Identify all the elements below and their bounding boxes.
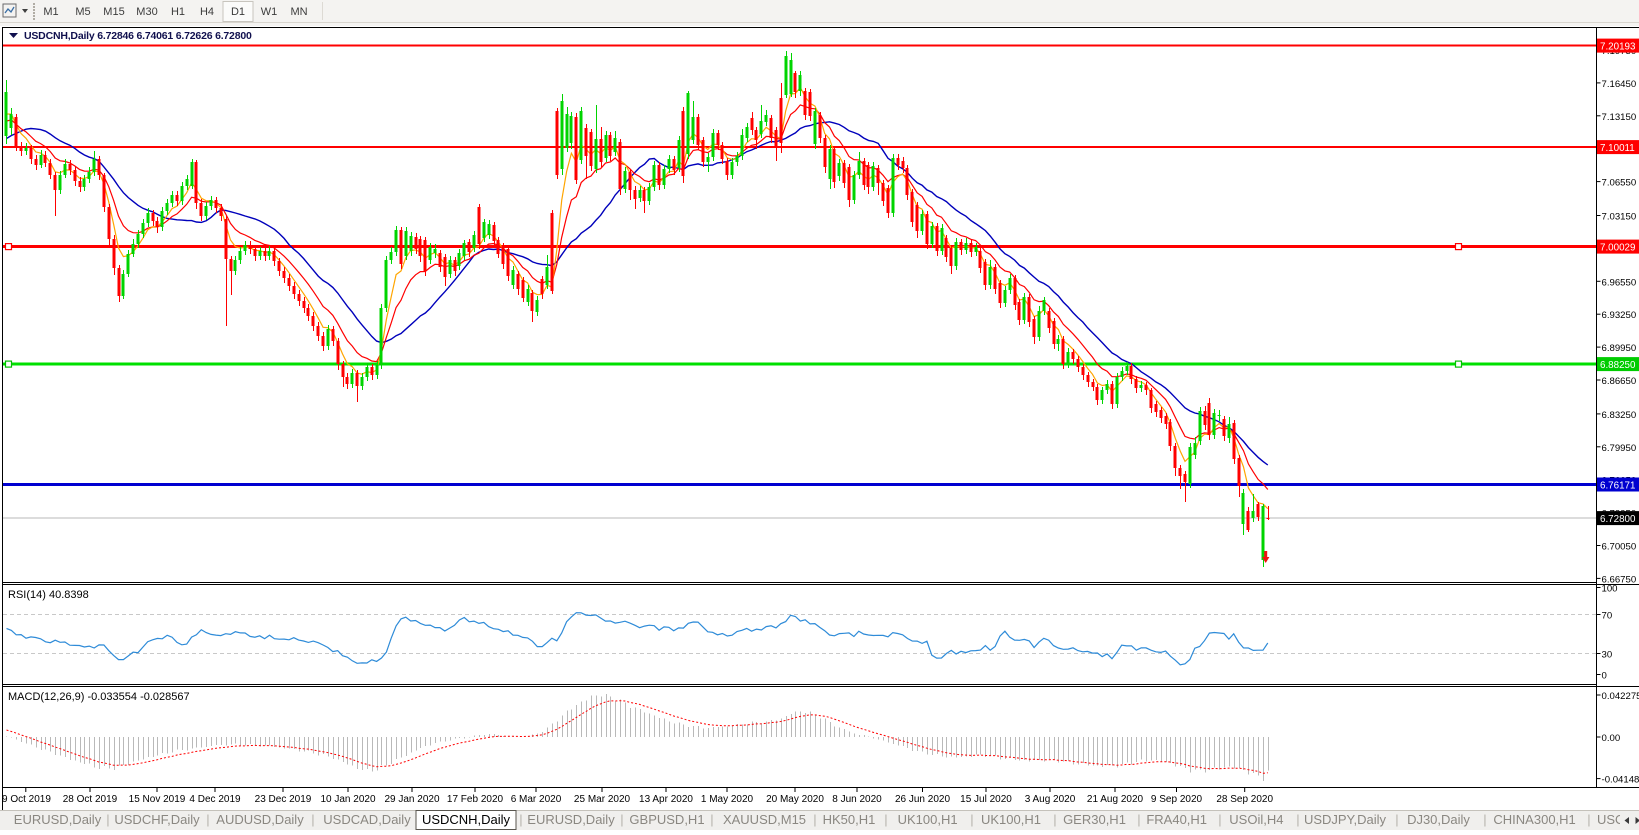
svg-text:USOil,H4: USOil,H4 — [1229, 812, 1283, 827]
svg-text:USDJPY,Daily: USDJPY,Daily — [1304, 812, 1387, 827]
svg-text:7.13150: 7.13150 — [1602, 112, 1637, 123]
svg-text:0: 0 — [1602, 671, 1607, 682]
svg-text:0.042275: 0.042275 — [1602, 691, 1639, 702]
svg-text:W1: W1 — [261, 6, 278, 18]
svg-text:7.00029: 7.00029 — [1600, 243, 1635, 254]
svg-text:|: | — [813, 812, 816, 827]
svg-text:HK50,H1: HK50,H1 — [823, 812, 876, 827]
svg-text:7.06550: 7.06550 — [1602, 178, 1637, 189]
svg-text:|: | — [1587, 812, 1590, 827]
svg-text:GBPUSD,H1: GBPUSD,H1 — [629, 812, 704, 827]
svg-text:10 Jan 2020: 10 Jan 2020 — [320, 794, 375, 805]
svg-text:15 Jul 2020: 15 Jul 2020 — [960, 794, 1012, 805]
svg-text:M1: M1 — [43, 6, 58, 18]
svg-text:|: | — [206, 812, 209, 827]
svg-text:29 Jan 2020: 29 Jan 2020 — [384, 794, 439, 805]
svg-text:13 Apr 2020: 13 Apr 2020 — [639, 794, 693, 805]
svg-text:6.86650: 6.86650 — [1602, 376, 1637, 387]
svg-text:23 Dec 2019: 23 Dec 2019 — [255, 794, 312, 805]
svg-text:6.93250: 6.93250 — [1602, 310, 1637, 321]
svg-text:6.79950: 6.79950 — [1602, 443, 1637, 454]
svg-text:9 Sep 2020: 9 Sep 2020 — [1151, 794, 1203, 805]
svg-text:D1: D1 — [231, 6, 245, 18]
svg-text:XAUUSD,M15: XAUUSD,M15 — [723, 812, 806, 827]
svg-text:7.10011: 7.10011 — [1600, 143, 1635, 154]
svg-text:M5: M5 — [75, 6, 90, 18]
svg-text:|: | — [519, 812, 522, 827]
svg-text:FRA40,H1: FRA40,H1 — [1146, 812, 1207, 827]
svg-text:6.89950: 6.89950 — [1602, 343, 1637, 354]
svg-text:7.03150: 7.03150 — [1602, 212, 1637, 223]
svg-text:USDCNH,Daily: USDCNH,Daily — [422, 812, 511, 827]
svg-text:28 Sep 2020: 28 Sep 2020 — [1216, 794, 1273, 805]
svg-text:6.83250: 6.83250 — [1602, 410, 1637, 421]
svg-text:MACD(12,26,9) -0.033554 -0.028: MACD(12,26,9) -0.033554 -0.028567 — [8, 691, 190, 703]
svg-text:15 Nov 2019: 15 Nov 2019 — [129, 794, 186, 805]
svg-text:1 May 2020: 1 May 2020 — [701, 794, 754, 805]
svg-text:M15: M15 — [103, 6, 124, 18]
svg-text:AUDUSD,Daily: AUDUSD,Daily — [216, 812, 304, 827]
svg-text:100: 100 — [1602, 584, 1618, 595]
svg-text:25 Mar 2020: 25 Mar 2020 — [574, 794, 631, 805]
svg-text:|: | — [620, 812, 623, 827]
svg-text:|: | — [1218, 812, 1221, 827]
svg-text:6 Mar 2020: 6 Mar 2020 — [511, 794, 562, 805]
svg-text:|: | — [106, 812, 109, 827]
svg-text:26 Jun 2020: 26 Jun 2020 — [895, 794, 950, 805]
svg-text:|: | — [710, 812, 713, 827]
svg-text:|: | — [1483, 812, 1486, 827]
svg-text:9 Oct 2019: 9 Oct 2019 — [2, 794, 51, 805]
svg-text:21 Aug 2020: 21 Aug 2020 — [1087, 794, 1144, 805]
svg-text:28 Oct 2019: 28 Oct 2019 — [63, 794, 118, 805]
svg-text:H4: H4 — [200, 6, 214, 18]
svg-text:0.00: 0.00 — [1602, 733, 1621, 744]
svg-text:UK100,H1: UK100,H1 — [898, 812, 958, 827]
svg-text:|: | — [884, 812, 887, 827]
svg-text:4 Dec 2019: 4 Dec 2019 — [189, 794, 241, 805]
svg-text:RSI(14) 40.8398: RSI(14) 40.8398 — [8, 589, 89, 601]
svg-text:GER30,H1: GER30,H1 — [1063, 812, 1126, 827]
svg-text:|: | — [1395, 812, 1398, 827]
svg-text:|: | — [1296, 812, 1299, 827]
svg-text:7.16450: 7.16450 — [1602, 79, 1637, 90]
svg-text:6.96550: 6.96550 — [1602, 277, 1637, 288]
svg-text:MN: MN — [290, 6, 307, 18]
svg-text:-0.04148: -0.04148 — [1602, 775, 1639, 786]
svg-text:EURUSD,Daily: EURUSD,Daily — [527, 812, 615, 827]
svg-text:M30: M30 — [136, 6, 157, 18]
svg-text:USDCAD,Daily: USDCAD,Daily — [323, 812, 411, 827]
svg-text:7.20193: 7.20193 — [1600, 42, 1636, 53]
svg-text:CHINA300,H1: CHINA300,H1 — [1493, 812, 1575, 827]
svg-text:6.70050: 6.70050 — [1602, 542, 1637, 553]
svg-text:6.88250: 6.88250 — [1600, 360, 1636, 371]
svg-text:UK100,H1: UK100,H1 — [981, 812, 1041, 827]
svg-text:H1: H1 — [171, 6, 185, 18]
svg-text:DJ30,Daily: DJ30,Daily — [1407, 812, 1470, 827]
svg-text:USDCHF,Daily: USDCHF,Daily — [114, 812, 200, 827]
svg-text:|: | — [1137, 812, 1140, 827]
svg-text:|: | — [970, 812, 973, 827]
svg-text:EURUSD,Daily: EURUSD,Daily — [14, 812, 102, 827]
svg-text:30: 30 — [1602, 650, 1613, 661]
svg-text:|: | — [311, 812, 314, 827]
svg-text:6.72800: 6.72800 — [1600, 514, 1636, 525]
svg-text:8 Jun 2020: 8 Jun 2020 — [832, 794, 882, 805]
svg-text:USDCNH,Daily 6.72846 6.74061: USDCNH,Daily 6.72846 6.74061 6.72626 6.7… — [24, 30, 252, 42]
svg-text:17 Feb 2020: 17 Feb 2020 — [447, 794, 504, 805]
svg-text:70: 70 — [1602, 611, 1613, 622]
svg-text:6.76171: 6.76171 — [1600, 481, 1635, 492]
svg-text:3 Aug 2020: 3 Aug 2020 — [1025, 794, 1076, 805]
svg-text:20 May 2020: 20 May 2020 — [766, 794, 824, 805]
svg-text:|: | — [1053, 812, 1056, 827]
